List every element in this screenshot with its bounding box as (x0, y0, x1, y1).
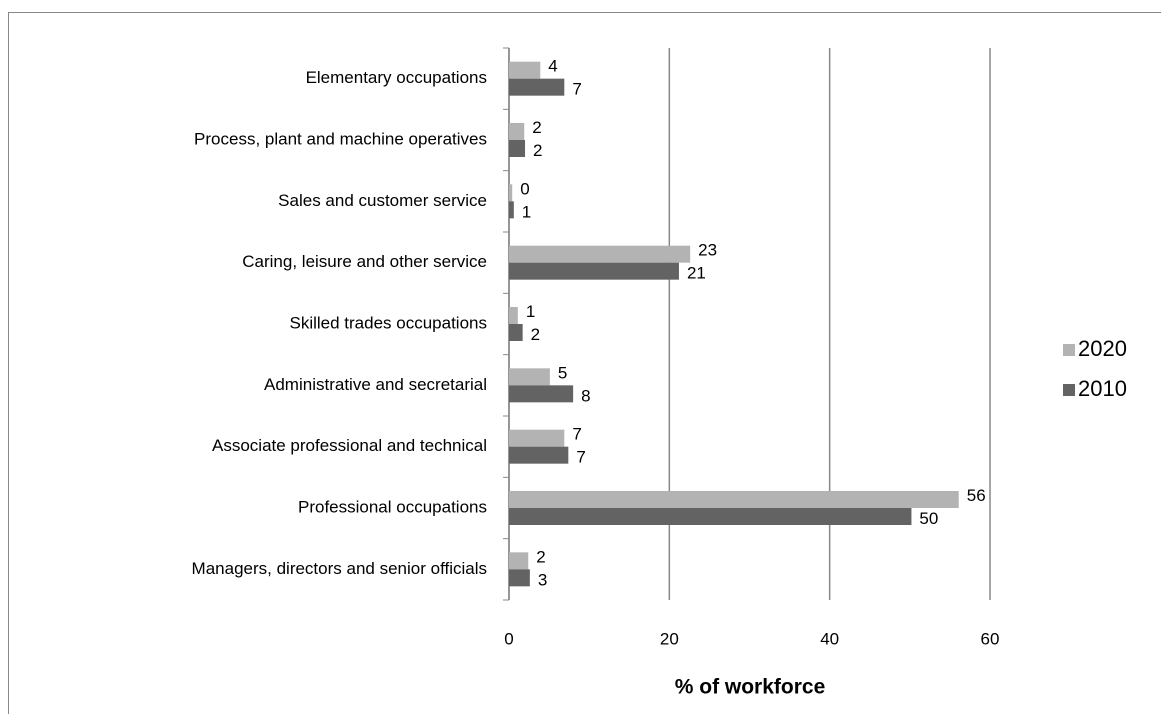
data-label: 2 (531, 325, 540, 344)
bar (509, 184, 512, 201)
y-tick-label: Caring, leisure and other service (242, 252, 487, 271)
data-label: 50 (919, 509, 938, 528)
y-tick-label: Managers, directors and senior officials (192, 559, 487, 578)
data-label: 0 (520, 179, 529, 198)
x-tick-label: 40 (820, 629, 839, 648)
legend-label: 2010 (1078, 376, 1127, 401)
data-label: 2 (532, 118, 541, 137)
bar (509, 552, 528, 569)
data-label: 8 (581, 386, 590, 405)
bar (509, 123, 524, 140)
bar (509, 569, 530, 586)
x-tick-label: 0 (504, 629, 513, 648)
bar (509, 246, 690, 263)
legend-swatch (1063, 384, 1075, 396)
data-label: 7 (572, 80, 581, 99)
bar (509, 62, 540, 79)
data-label: 23 (698, 241, 717, 260)
y-tick-label: Skilled trades occupations (289, 313, 487, 332)
bar (509, 447, 568, 464)
x-tick-label: 60 (981, 629, 1000, 648)
chart-border (9, 13, 1161, 715)
y-tick-label: Administrative and secretarial (264, 375, 487, 394)
data-label: 1 (522, 202, 531, 221)
data-label: 4 (548, 57, 557, 76)
data-label: 5 (558, 363, 567, 382)
y-tick-label: Associate professional and technical (212, 436, 487, 455)
bar (509, 430, 564, 447)
y-tick-label: Process, plant and machine operatives (194, 129, 487, 148)
data-label: 7 (576, 448, 585, 467)
x-tick-label: 20 (660, 629, 679, 648)
bar (509, 385, 573, 402)
data-label: 2 (536, 547, 545, 566)
bar (509, 491, 959, 508)
data-label: 3 (538, 570, 547, 589)
data-label: 56 (967, 486, 986, 505)
y-tick-label: Professional occupations (298, 497, 487, 516)
data-label: 1 (526, 302, 535, 321)
y-tick-label: Elementary occupations (306, 68, 487, 87)
bar (509, 508, 911, 525)
bar (509, 307, 518, 324)
bar (509, 324, 523, 341)
legend-swatch (1063, 344, 1075, 356)
bar (509, 263, 679, 280)
bar (509, 368, 550, 385)
y-tick-label: Sales and customer service (278, 191, 487, 210)
data-label: 7 (572, 425, 581, 444)
data-label: 21 (687, 264, 706, 283)
x-axis-title: % of workforce (675, 676, 826, 699)
bar (509, 140, 525, 157)
data-label: 2 (533, 141, 542, 160)
bar (509, 201, 514, 218)
legend-label: 2020 (1078, 336, 1127, 361)
bar (509, 79, 564, 96)
